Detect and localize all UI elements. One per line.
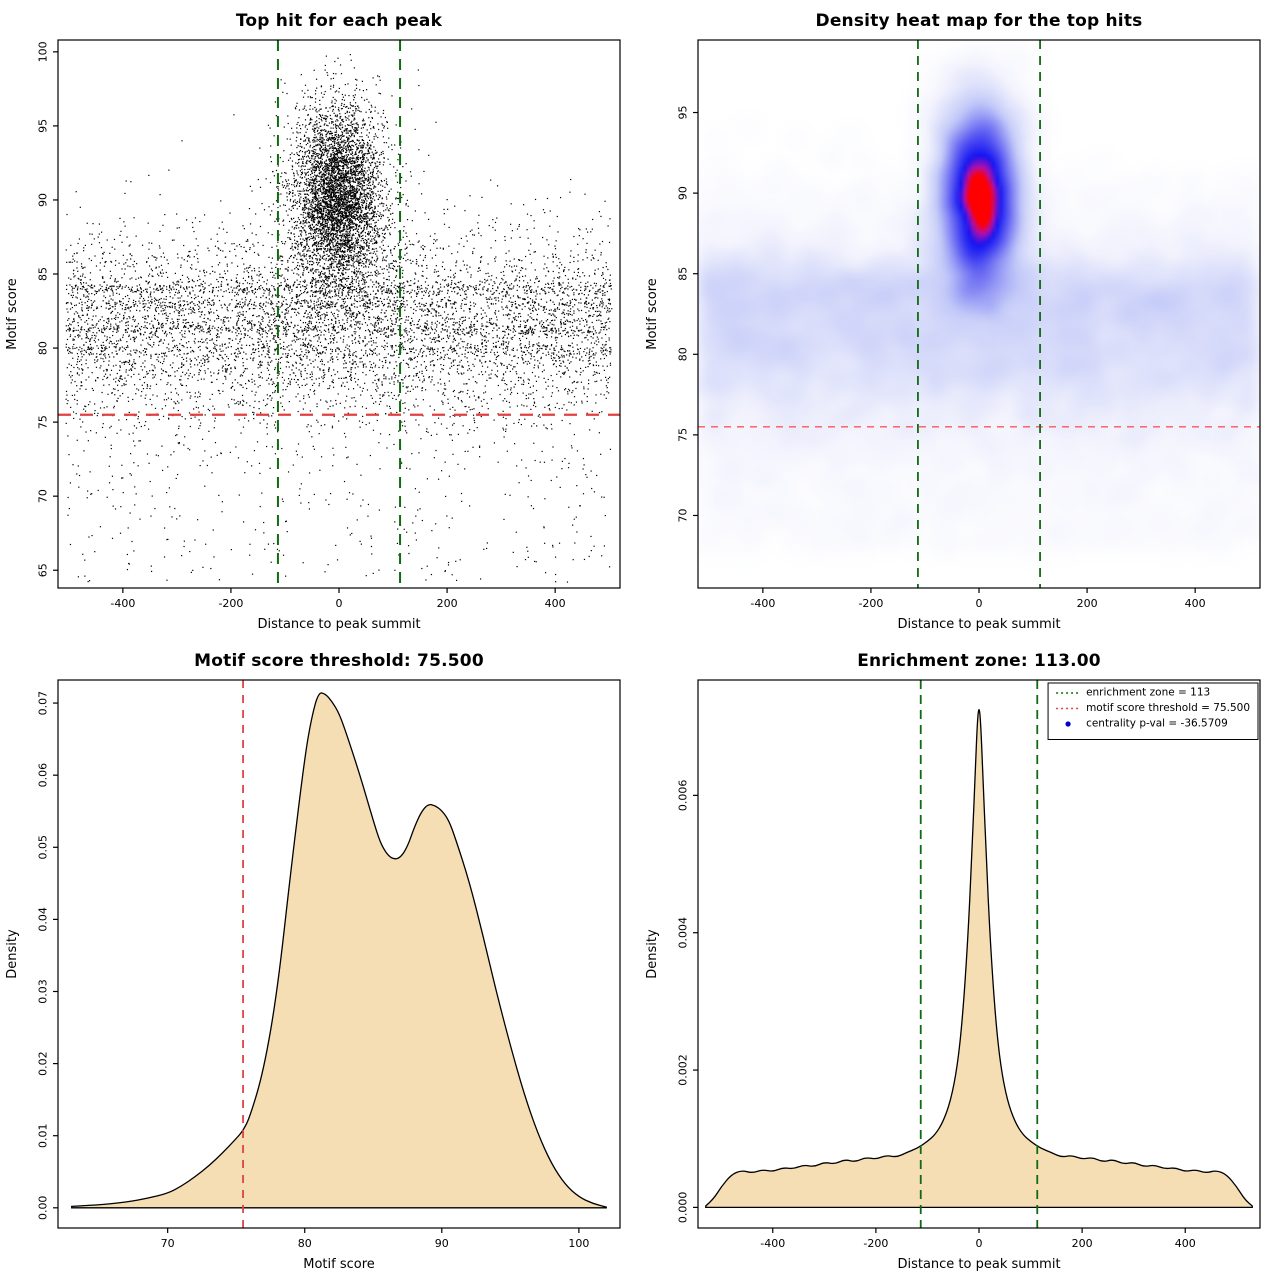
heatmap-canvas (640, 0, 1280, 640)
scatter-plot-canvas (0, 0, 640, 640)
panel-density-heatmap: Density heat map for the top hits (640, 0, 1280, 640)
panel-motif-score-density: Motif score threshold: 75.500 (0, 640, 640, 1280)
panel-enrichment-zone-density: Enrichment zone: 113.00 (640, 640, 1280, 1280)
heatmap-title: Density heat map for the top hits (815, 11, 1143, 31)
motif-score-density-title: Motif score threshold: 75.500 (194, 651, 484, 671)
panel-scatter-top-hits: Top hit for each peak (0, 0, 640, 640)
motif-score-density-canvas (0, 640, 640, 1280)
enrichment-zone-density-title: Enrichment zone: 113.00 (857, 651, 1101, 671)
scatter-plot-title: Top hit for each peak (235, 11, 443, 31)
enrichment-zone-density-canvas (640, 640, 1280, 1280)
